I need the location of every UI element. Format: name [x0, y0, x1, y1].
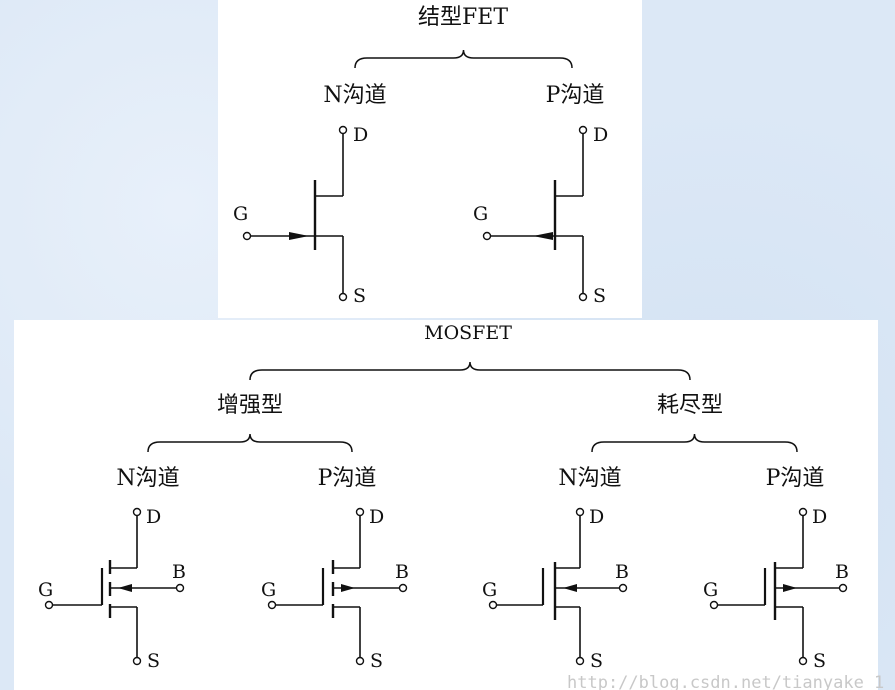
- body-arrow: [118, 584, 132, 592]
- body-terminal: [175, 583, 185, 593]
- enh-n-channel-label: N沟道: [116, 466, 179, 491]
- mosfet-brace: [249, 361, 691, 381]
- drain-terminal: [355, 507, 365, 517]
- enhancement-p-mosfet: D S G B: [261, 506, 409, 672]
- body-terminal: [398, 583, 408, 593]
- p-channel-jfet: D S G: [473, 124, 608, 307]
- gate-terminal: [267, 600, 277, 610]
- source-terminal: [578, 292, 588, 302]
- drain-terminal: [338, 125, 348, 135]
- source-terminal: [798, 656, 808, 666]
- drain-label: D: [593, 124, 608, 146]
- source-label: S: [593, 285, 606, 307]
- enhancement-n-mosfet: D S G B: [38, 506, 186, 672]
- gate-terminal: [44, 600, 54, 610]
- gate-label: G: [473, 203, 488, 225]
- gate-label: G: [233, 203, 248, 225]
- depletion-label: 耗尽型: [657, 393, 723, 418]
- body-label: B: [615, 561, 629, 583]
- mosfet-title: MOSFET: [424, 322, 512, 344]
- jfet-brace: [354, 49, 573, 69]
- source-label: S: [813, 650, 826, 672]
- body-arrow: [563, 584, 577, 592]
- body-label: B: [172, 561, 186, 583]
- n-channel-jfet: D S G: [233, 124, 368, 307]
- jfet-n-channel-label: N沟道: [323, 83, 386, 108]
- source-terminal: [338, 292, 348, 302]
- depletion-n-mosfet: D S G B: [482, 506, 629, 672]
- depletion-p-mosfet: D S G B: [703, 506, 849, 672]
- gate-arrow: [289, 232, 309, 240]
- source-label: S: [353, 285, 366, 307]
- gate-label: G: [703, 579, 718, 601]
- gate-terminal: [709, 600, 719, 610]
- jfet-title: 结型FET: [418, 5, 508, 30]
- drain-label: D: [353, 124, 368, 146]
- source-terminal: [355, 656, 365, 666]
- gate-terminal: [488, 600, 498, 610]
- body-arrow: [341, 584, 355, 592]
- source-terminal: [132, 656, 142, 666]
- drain-label: D: [812, 506, 827, 528]
- gate-terminal: [242, 231, 252, 241]
- gate-label: G: [482, 579, 497, 601]
- mosfet-panel: [14, 320, 878, 690]
- body-terminal: [838, 583, 848, 593]
- body-arrow: [783, 584, 797, 592]
- drain-terminal: [575, 507, 585, 517]
- dep-n-channel-label: N沟道: [558, 466, 621, 491]
- gate-terminal: [482, 231, 492, 241]
- body-label: B: [395, 561, 409, 583]
- gate-label: G: [261, 579, 276, 601]
- source-label: S: [370, 650, 383, 672]
- drain-label: D: [146, 506, 161, 528]
- dep-p-channel-label: P沟道: [766, 466, 825, 491]
- source-label: S: [590, 650, 603, 672]
- source-terminal: [575, 656, 585, 666]
- watermark: http://blog.csdn.net/tianyake_1: [567, 673, 884, 690]
- depletion-brace: [591, 433, 798, 453]
- source-label: S: [147, 650, 160, 672]
- drain-terminal: [578, 125, 588, 135]
- drain-terminal: [798, 507, 808, 517]
- body-label: B: [835, 561, 849, 583]
- enhancement-label: 增强型: [217, 393, 283, 418]
- gate-arrow: [533, 232, 553, 240]
- gate-label: G: [38, 579, 53, 601]
- drain-label: D: [369, 506, 384, 528]
- body-terminal: [618, 583, 628, 593]
- jfet-p-channel-label: P沟道: [546, 83, 605, 108]
- jfet-panel: [218, 0, 642, 318]
- drain-terminal: [132, 507, 142, 517]
- enh-p-channel-label: P沟道: [318, 466, 377, 491]
- enhancement-brace: [147, 433, 353, 453]
- drain-label: D: [589, 506, 604, 528]
